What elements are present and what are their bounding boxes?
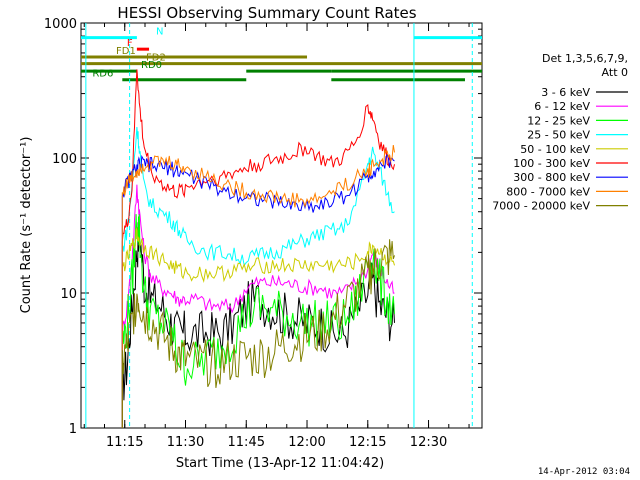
- series-line: [121, 216, 395, 428]
- legend-header: Det 1,3,5,6,7,9,: [542, 52, 628, 65]
- series-lines: [121, 69, 395, 428]
- vertical-markers: [85, 23, 473, 428]
- state-bar-label: RD0: [141, 60, 162, 71]
- chart-title: HESSI Observing Summary Count Rates: [117, 4, 416, 22]
- legend-entry-label: 300 - 800 keV: [513, 171, 590, 184]
- x-tick-label: 11:45: [228, 435, 265, 450]
- legend-header: Att 0: [602, 66, 628, 79]
- series-line: [121, 184, 395, 428]
- footer-timestamp: 14-Apr-2012 03:04: [538, 467, 630, 477]
- x-tick-label: 12:15: [349, 435, 386, 450]
- y-axis-label: Count Rate (s⁻¹ detector⁻¹): [19, 137, 34, 314]
- legend-entry-label: 12 - 25 keV: [527, 114, 590, 127]
- series-line: [121, 214, 395, 428]
- x-tick-label: 12:30: [410, 435, 447, 450]
- state-bar-label: RD6: [92, 69, 113, 80]
- legend-entry-label: 7000 - 20000 keV: [492, 200, 590, 213]
- legend-entry-label: 25 - 50 keV: [527, 129, 590, 142]
- series-line: [121, 69, 395, 428]
- legend-entry-label: 800 - 7000 keV: [506, 185, 590, 198]
- x-tick-label: 11:30: [167, 435, 204, 450]
- x-axis-label: Start Time (13-Apr-12 11:04:42): [176, 456, 384, 471]
- y-tick-label: 10: [60, 287, 77, 302]
- y-tick-label: 1: [69, 422, 77, 437]
- y-tick-label: 1000: [44, 17, 77, 32]
- state-bar-label: F: [127, 38, 133, 49]
- legend-entry-label: 6 - 12 keV: [534, 100, 590, 113]
- legend-entry-label: 3 - 6 keV: [541, 86, 590, 99]
- series-line: [121, 145, 395, 428]
- x-tick-label: 11:15: [106, 435, 143, 450]
- legend-entry-label: 100 - 300 keV: [513, 157, 590, 170]
- series-line: [121, 239, 395, 428]
- series-line: [121, 226, 395, 428]
- state-bar-label: N: [156, 27, 163, 38]
- series-line: [121, 126, 395, 428]
- state-bar-label: FD2: [146, 53, 166, 64]
- plot-frame: [80, 22, 483, 429]
- series-line: [121, 153, 395, 428]
- legend-entry-label: 50 - 100 keV: [520, 143, 590, 156]
- y-tick-label: 100: [52, 152, 77, 167]
- x-tick-label: 12:00: [288, 435, 325, 450]
- axis-ticks: 11:15 11:30 11:45 12:00 12:15 12:30 1 10 100 1000: [44, 17, 482, 450]
- state-bar-label: FD1: [116, 46, 136, 57]
